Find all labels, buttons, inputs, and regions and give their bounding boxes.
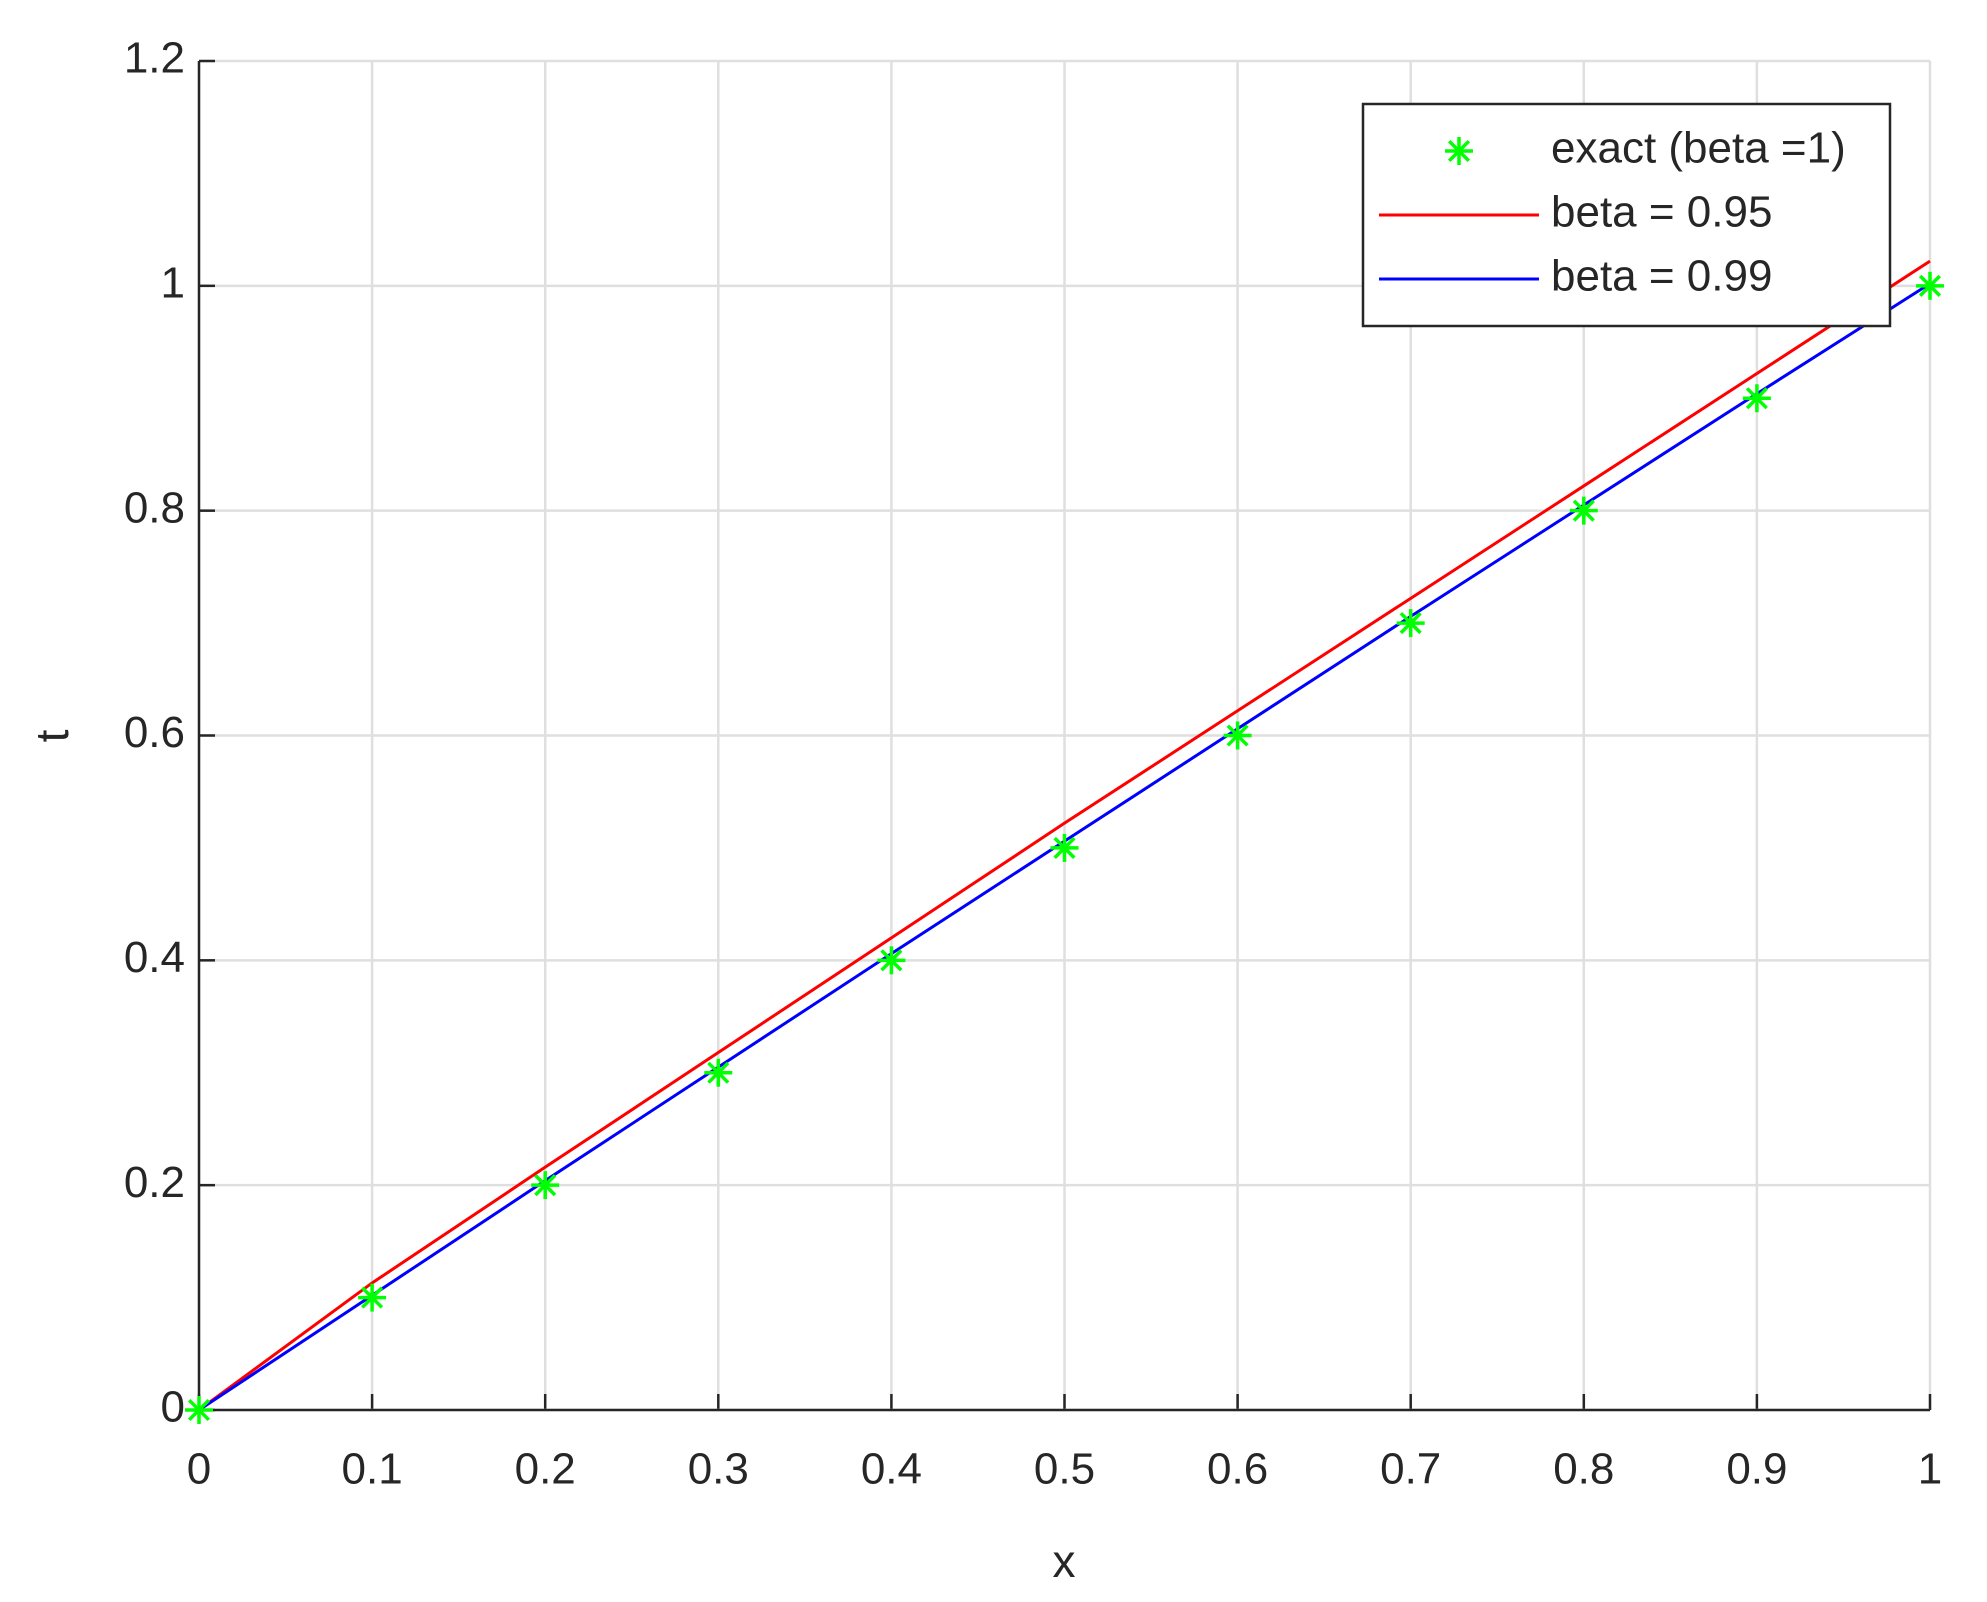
x-tick-label: 0.3 [688, 1445, 749, 1494]
asterisk-stroke [707, 1061, 730, 1084]
data-point [877, 946, 906, 975]
data-point [185, 1396, 213, 1424]
x-tick-label: 0.6 [1207, 1445, 1268, 1494]
data-point [1223, 721, 1252, 750]
asterisk-stroke [1572, 499, 1595, 522]
y-tick-label: 0 [161, 1383, 185, 1432]
legend-marker [1445, 137, 1473, 165]
asterisk-stroke [187, 1398, 211, 1422]
x-tick-label: 0.5 [1034, 1445, 1095, 1494]
x-axis-label: x [1053, 1535, 1076, 1587]
asterisk-stroke [1447, 139, 1471, 163]
asterisk-stroke [1399, 612, 1422, 635]
x-tick-label: 0 [187, 1445, 211, 1494]
x-tick-label: 0.9 [1726, 1445, 1787, 1494]
data-point [1742, 384, 1771, 413]
asterisk-stroke [1226, 724, 1249, 747]
data-point [1916, 271, 1944, 300]
y-tick-label: 0.2 [124, 1158, 185, 1207]
data-point [1050, 833, 1079, 862]
data-line [198, 259, 1931, 1412]
y-axis-label: t [26, 729, 78, 742]
y-tick-label: 1.2 [124, 34, 185, 83]
legend-label: beta = 0.95 [1551, 188, 1772, 237]
y-tick-label: 0.8 [124, 483, 185, 532]
y-tick-label: 1 [161, 258, 185, 307]
x-tick-label: 0.7 [1380, 1445, 1441, 1494]
x-tick-label: 0.1 [342, 1445, 403, 1494]
data-point [704, 1058, 733, 1087]
x-tick-label: 0.8 [1553, 1445, 1614, 1494]
x-tick-label: 1 [1918, 1445, 1942, 1494]
data-point [1569, 496, 1598, 525]
asterisk-stroke [1918, 274, 1942, 297]
y-tick-label: 0.6 [124, 708, 185, 757]
asterisk-stroke [1745, 387, 1768, 410]
legend-label: beta = 0.99 [1551, 252, 1772, 301]
data-point [1396, 609, 1425, 638]
x-tick-label: 0.4 [861, 1445, 922, 1494]
legend-label: exact (beta =1) [1551, 124, 1846, 173]
asterisk-stroke [880, 949, 903, 972]
asterisk-stroke [361, 1286, 384, 1309]
y-tick-label: 0.4 [124, 933, 185, 982]
data-point [531, 1171, 560, 1200]
asterisk-stroke [1053, 836, 1076, 859]
asterisk-stroke [534, 1174, 557, 1197]
x-tick-label: 0.2 [515, 1445, 576, 1494]
data-point [358, 1283, 387, 1312]
